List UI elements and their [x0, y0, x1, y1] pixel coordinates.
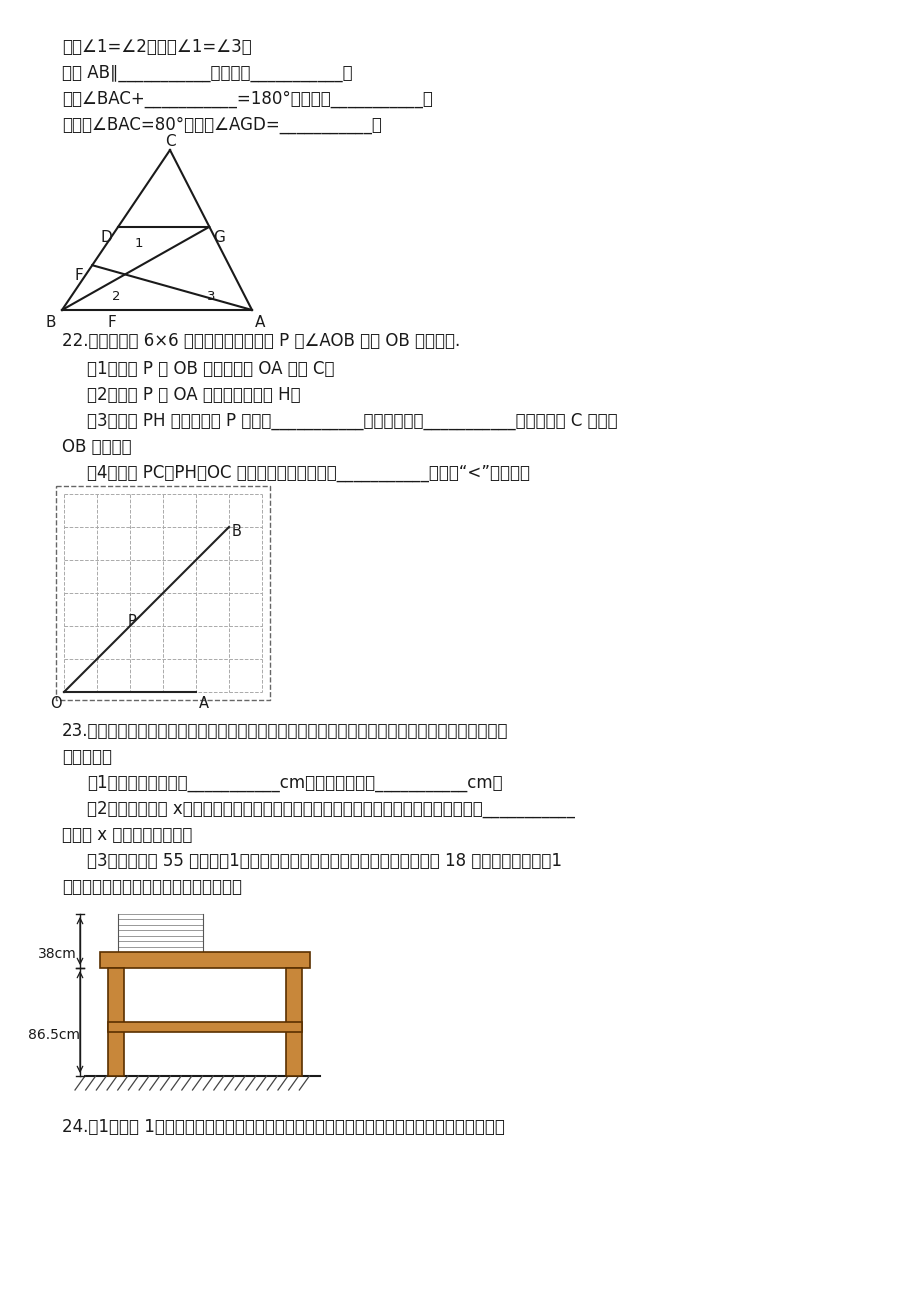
Text: （用含 x 的代数式表示）；: （用含 x 的代数式表示）；	[62, 825, 192, 844]
Text: P: P	[128, 615, 137, 629]
Text: F: F	[74, 268, 83, 284]
Text: O: O	[50, 697, 62, 711]
Bar	[108, 1022, 301, 1032]
Text: 本，求余下的数学课本高出地面的距离。: 本，求余下的数学课本高出地面的距离。	[62, 878, 242, 896]
Text: （4）线段 PC、PH、OC 这三条线段大小关系是___________。（用“<”号连接）: （4）线段 PC、PH、OC 这三条线段大小关系是___________。（用“…	[87, 464, 529, 482]
Text: 2: 2	[112, 290, 120, 303]
Text: （3）线段 PH 的长度是点 P 到直线___________的距离，线段___________的长度是点 C 到直线: （3）线段 PH 的长度是点 P 到直线___________的距离，线段___…	[87, 411, 617, 430]
Text: B: B	[232, 523, 242, 539]
Text: 23.　新学期，两摘规格相同的数学课本整齐的叠放在讲台上，请根据图中所给出的数据信息，解答: 23. 新学期，两摘规格相同的数学课本整齐的叠放在讲台上，请根据图中所给出的数据…	[62, 723, 508, 740]
Text: 1: 1	[134, 237, 142, 250]
Text: D: D	[100, 229, 112, 245]
Text: （3）桌面上有 55 本与题（1）中相同的数学课本，整齐叠放成一摘，若有 18 名同学各从中取走1: （3）桌面上有 55 本与题（1）中相同的数学课本，整齐叠放成一摘，若有 18 …	[87, 852, 562, 870]
Text: 38cm: 38cm	[38, 947, 76, 961]
Text: 下列问题：: 下列问题：	[62, 749, 112, 766]
Text: 因为∠1=∠2，所以∠1=∠3，: 因为∠1=∠2，所以∠1=∠3，	[62, 38, 252, 56]
Text: 所以 AB∥___________，理由是___________，: 所以 AB∥___________，理由是___________，	[62, 64, 352, 82]
Text: （1）每本书的高度为___________cm，课桌的高度为___________cm；: （1）每本书的高度为___________cm，课桌的高度为__________…	[87, 773, 502, 792]
Text: OB 的距离；: OB 的距离；	[62, 437, 131, 456]
Text: （1）过点 P 画 OB 的垂线，交 OA 于点 C；: （1）过点 P 画 OB 的垂线，交 OA 于点 C；	[87, 359, 335, 378]
Text: 86.5cm: 86.5cm	[28, 1029, 80, 1042]
Text: C: C	[165, 134, 176, 148]
Text: F: F	[108, 315, 116, 329]
Text: 22.　如图，在 6×6 的正方形网格中，点 P 是∠AOB 的边 OB 上的一点.: 22. 如图，在 6×6 的正方形网格中，点 P 是∠AOB 的边 OB 上的一…	[62, 332, 460, 350]
Text: 又因为∠BAC=80°，所以∠AGD=___________。: 又因为∠BAC=80°，所以∠AGD=___________。	[62, 116, 381, 134]
Text: A: A	[255, 315, 265, 329]
Text: 3: 3	[207, 290, 215, 303]
Text: G: G	[213, 229, 225, 245]
Text: 24.（1）如图 1，贾贾同学用手工纸制作一个台灯灯罩，请画出这个几何体的左视图和俧视图。: 24.（1）如图 1，贾贾同学用手工纸制作一个台灯灯罩，请画出这个几何体的左视图…	[62, 1118, 505, 1137]
Text: A: A	[199, 697, 209, 711]
Bar	[286, 967, 301, 1075]
Text: 所以∠BAC+___________=180°，理由是___________。: 所以∠BAC+___________=180°，理由是___________。	[62, 90, 433, 108]
Bar	[108, 967, 124, 1075]
Text: B: B	[46, 315, 56, 329]
Text: （2）当课本数为 x（本）时，请写出同样叠放在桌面上的一摘数学课本高出地面的距离___________: （2）当课本数为 x（本）时，请写出同样叠放在桌面上的一摘数学课本高出地面的距离…	[87, 799, 574, 818]
Bar	[100, 952, 310, 967]
Text: （2）过点 P 画 OA 的垂线，垂足为 H；: （2）过点 P 画 OA 的垂线，垂足为 H；	[87, 385, 301, 404]
